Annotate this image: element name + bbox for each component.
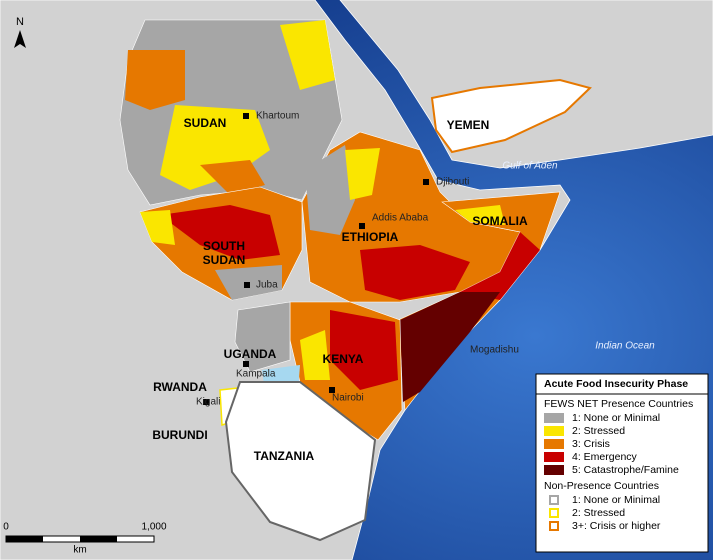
somalia-phase2 bbox=[455, 205, 505, 225]
city-label: Nairobi bbox=[332, 393, 364, 404]
country-label: SOUTH bbox=[203, 239, 245, 253]
kenya-phase4 bbox=[330, 310, 398, 390]
scale-end: 1,000 bbox=[141, 522, 166, 533]
somalia-phase4 bbox=[460, 232, 540, 300]
legend-swatch bbox=[549, 495, 559, 505]
city-label: Addis Ababa bbox=[372, 213, 429, 224]
legend-swatch bbox=[549, 521, 559, 531]
city-label: Kigali bbox=[196, 397, 220, 408]
country-label: ETHIOPIA bbox=[342, 230, 399, 244]
city-label: Khartoum bbox=[256, 111, 299, 122]
water-label: Gulf of Aden bbox=[502, 161, 558, 172]
labels: SUDANSOUTHSUDANETHIOPIASOMALIAYEMENUGAND… bbox=[152, 111, 655, 464]
ethiopia-phase2 bbox=[345, 148, 380, 200]
country-label: UGANDA bbox=[224, 347, 277, 361]
legend-swatch bbox=[544, 426, 564, 436]
water-label: Indian Ocean bbox=[595, 341, 655, 352]
country-label: KENYA bbox=[323, 352, 364, 366]
country-label: RWANDA bbox=[153, 380, 207, 394]
country-label: BURUNDI bbox=[152, 428, 207, 442]
legend-swatch bbox=[544, 465, 564, 475]
city-label: Djibouti bbox=[436, 177, 469, 188]
uganda-phase1 bbox=[234, 301, 291, 373]
scale-seg bbox=[6, 536, 43, 542]
city-marker bbox=[329, 387, 335, 393]
legend: Acute Food Insecurity Phase FEWS NET Pre… bbox=[535, 373, 709, 553]
city-marker bbox=[243, 361, 249, 367]
city-marker bbox=[359, 223, 365, 229]
city-marker bbox=[243, 113, 249, 119]
kenya-phase2 bbox=[300, 330, 330, 380]
somalia-phase5 bbox=[400, 292, 500, 402]
city-marker bbox=[244, 282, 250, 288]
legend-label: 1: None or Minimal bbox=[572, 412, 660, 424]
country-label: SOMALIA bbox=[472, 214, 528, 228]
legend-label: 3+: Crisis or higher bbox=[572, 520, 661, 532]
ethiopia-phase1 bbox=[305, 145, 355, 235]
legend-title: Acute Food Insecurity Phase bbox=[544, 378, 688, 390]
country-label: TANZANIA bbox=[254, 449, 315, 463]
country-label: SUDAN bbox=[203, 253, 246, 267]
north-label: N bbox=[16, 16, 24, 28]
sudan-phase3-south bbox=[200, 160, 265, 195]
legend-swatch bbox=[544, 452, 564, 462]
scale-start: 0 bbox=[3, 522, 9, 533]
legend-swatch bbox=[544, 439, 564, 449]
tanzania bbox=[224, 381, 377, 542]
ethiopia-phase4 bbox=[360, 245, 470, 300]
scale-unit: km bbox=[73, 545, 86, 556]
legend-label: 4: Emergency bbox=[572, 451, 638, 463]
city-label: Kampala bbox=[236, 369, 276, 380]
scale-bar: 0 1,000 km bbox=[3, 522, 167, 556]
yemen bbox=[430, 78, 592, 154]
city-label: Juba bbox=[256, 280, 278, 291]
country-label: SUDAN bbox=[184, 116, 227, 130]
legend-swatch bbox=[544, 413, 564, 423]
south-sudan-phase2 bbox=[140, 210, 175, 245]
city-marker bbox=[423, 179, 429, 185]
legend-label: 2: Stressed bbox=[572, 507, 625, 519]
legend-swatch bbox=[549, 508, 559, 518]
legend-label: 1: None or Minimal bbox=[572, 494, 660, 506]
legend-label: 5: Catastrophe/Famine bbox=[572, 464, 679, 476]
north-arrow: N bbox=[14, 16, 26, 48]
sudan-phase3 bbox=[125, 50, 185, 110]
legend-heading: Non-Presence Countries bbox=[544, 480, 659, 492]
legend-label: 2: Stressed bbox=[572, 425, 625, 437]
south-sudan-phase4 bbox=[160, 205, 280, 260]
legend-label: 3: Crisis bbox=[572, 438, 610, 450]
city-label: Mogadishu bbox=[470, 345, 519, 356]
legend-heading: FEWS NET Presence Countries bbox=[544, 398, 693, 410]
legend-box bbox=[535, 373, 709, 553]
sudan-phase2-east bbox=[280, 20, 335, 90]
city-marker bbox=[203, 399, 209, 405]
country-label: YEMEN bbox=[447, 118, 490, 132]
scale-seg bbox=[80, 536, 117, 542]
